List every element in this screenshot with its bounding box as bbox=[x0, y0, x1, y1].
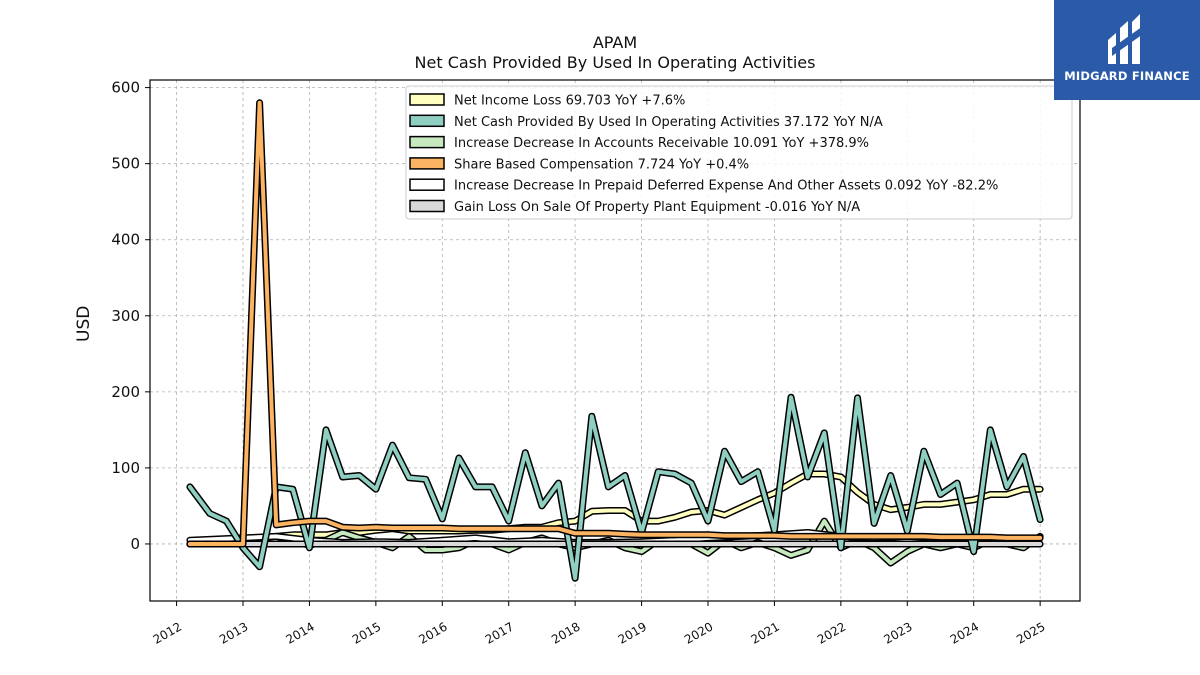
legend-label: Net Income Loss 69.703 YoY +7.6% bbox=[454, 94, 685, 109]
x-tick-label: 2024 bbox=[948, 619, 981, 646]
series-3-line bbox=[187, 519, 1043, 565]
legend-label: Increase Decrease In Prepaid Deferred Ex… bbox=[454, 179, 998, 194]
series-4-line bbox=[187, 100, 1043, 546]
x-tick-label: 2020 bbox=[682, 619, 715, 646]
legend-label: Gain Loss On Sale Of Property Plant Equi… bbox=[454, 200, 860, 215]
x-tick-label: 2017 bbox=[483, 619, 516, 646]
x-tick-label: 2014 bbox=[283, 619, 316, 646]
legend-swatch bbox=[409, 93, 445, 106]
series-2-line bbox=[187, 395, 1043, 581]
legend-swatch bbox=[409, 199, 445, 213]
series-2 bbox=[186, 393, 1044, 582]
chart-subtitle: Net Cash Provided By Used In Operating A… bbox=[414, 53, 816, 72]
x-tick-label: 2012 bbox=[151, 619, 184, 646]
brand-logo: MIDGARD FINANCE bbox=[1054, 0, 1200, 100]
legend-swatch bbox=[409, 178, 445, 191]
legend-swatch bbox=[409, 114, 445, 128]
y-axis-label: USD bbox=[74, 305, 94, 342]
x-tick-label: 2021 bbox=[748, 619, 781, 646]
y-tick-label: 300 bbox=[111, 307, 140, 325]
y-tick-label: 100 bbox=[111, 459, 140, 477]
legend-swatch bbox=[409, 135, 445, 149]
logo-text: MIDGARD FINANCE bbox=[1064, 69, 1190, 83]
legend-frame bbox=[405, 85, 1073, 220]
series-3 bbox=[186, 517, 1044, 567]
x-tick-label: 2018 bbox=[549, 619, 582, 646]
legend-label: Net Cash Provided By Used In Operating A… bbox=[454, 115, 883, 130]
y-tick-label: 0 bbox=[130, 535, 140, 553]
x-tick-label: 2019 bbox=[616, 619, 649, 646]
x-tick-label: 2023 bbox=[881, 619, 914, 646]
legend-swatch bbox=[409, 157, 445, 170]
legend: Net Income Loss 69.703 YoY +7.6% Net Cash… bbox=[405, 85, 1073, 220]
chart-title: APAM bbox=[592, 33, 638, 52]
x-tick-label: 2025 bbox=[1014, 619, 1047, 646]
x-tick-label: 2013 bbox=[217, 619, 250, 646]
plot-frame bbox=[149, 79, 1081, 602]
logo-mark-icon bbox=[1108, 14, 1146, 64]
y-tick-label: 200 bbox=[111, 383, 140, 401]
y-tick-label: 600 bbox=[111, 79, 140, 97]
series-4 bbox=[186, 99, 1044, 548]
x-tick-label: 2016 bbox=[416, 619, 449, 646]
x-tick-label: 2015 bbox=[350, 619, 383, 646]
x-tick-label: 2022 bbox=[815, 619, 848, 646]
legend-label: Share Based Compensation 7.724 YoY +0.4% bbox=[454, 157, 749, 172]
y-tick-label: 400 bbox=[111, 231, 140, 249]
legend-label: Increase Decrease In Accounts Receivable… bbox=[454, 136, 869, 151]
y-tick-label: 500 bbox=[111, 155, 140, 173]
